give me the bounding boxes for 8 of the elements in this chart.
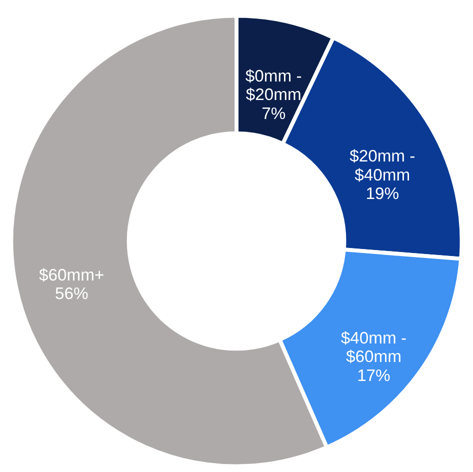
data-label: 7% (262, 104, 286, 123)
slice-label: $40mm - $60mm (340, 328, 407, 366)
data-label: 19% (366, 184, 400, 203)
data-label: 17% (357, 366, 391, 385)
slice-label: $60mm+ (39, 265, 104, 284)
slice-label: $0mm - $20mm (245, 66, 302, 104)
data-label: 56% (54, 284, 88, 303)
slice-label: $20mm - $40mm (350, 146, 416, 184)
